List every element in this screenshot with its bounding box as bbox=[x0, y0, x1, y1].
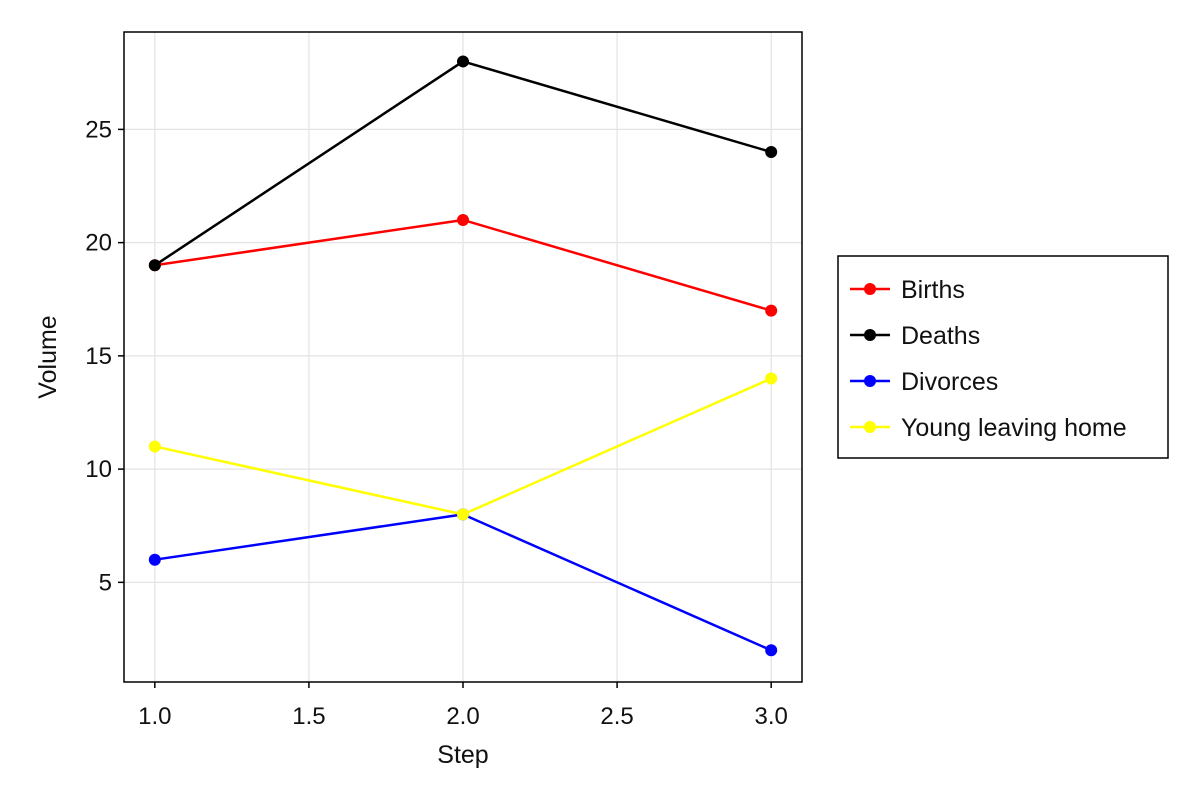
legend-item-divorces: Divorces bbox=[850, 368, 998, 396]
series-young-leaving-home bbox=[148, 372, 778, 521]
legend-swatch-marker bbox=[864, 329, 876, 341]
x-tick-label: 3.0 bbox=[754, 703, 787, 730]
legend-swatch-marker bbox=[864, 421, 876, 433]
legend-box bbox=[837, 255, 1169, 459]
series-lines bbox=[148, 55, 778, 657]
y-tick-label: 25 bbox=[85, 116, 112, 143]
y-tick-label: 15 bbox=[85, 343, 112, 370]
data-point-young-leaving-home bbox=[148, 440, 161, 453]
data-point-births bbox=[765, 304, 778, 317]
legend-item-deaths: Deaths bbox=[850, 322, 980, 350]
data-point-deaths bbox=[148, 259, 161, 272]
data-point-deaths bbox=[457, 55, 469, 68]
y-tick-label: 10 bbox=[85, 456, 112, 483]
x-axis-label: Step bbox=[437, 741, 488, 769]
axis-ticks: 1.0 1.5 2.0 2.5 3.0 5 10 15 20 25 bbox=[85, 116, 788, 730]
data-point-young-leaving-home bbox=[457, 508, 469, 521]
x-tick-label: 1.5 bbox=[292, 703, 325, 730]
legend: Births Deaths Divorces Young leaving home bbox=[837, 255, 1169, 459]
legend-label: Divorces bbox=[901, 368, 998, 396]
legend-item-young-leaving-home: Young leaving home bbox=[850, 414, 1127, 442]
legend-swatch-marker bbox=[864, 375, 876, 387]
x-tick-label: 2.0 bbox=[446, 703, 479, 730]
y-axis-label: Volume bbox=[34, 315, 62, 398]
y-tick-label: 20 bbox=[85, 230, 112, 257]
data-point-divorces bbox=[765, 644, 778, 657]
data-point-divorces bbox=[148, 553, 161, 566]
legend-label: Births bbox=[901, 276, 965, 304]
series-deaths bbox=[148, 55, 778, 272]
legend-label: Young leaving home bbox=[901, 414, 1127, 442]
y-tick-label: 5 bbox=[99, 569, 112, 596]
legend-label: Deaths bbox=[901, 322, 980, 350]
grid bbox=[124, 32, 802, 682]
x-tick-label: 1.0 bbox=[138, 703, 171, 730]
x-tick-label: 2.5 bbox=[600, 703, 633, 730]
data-point-births bbox=[457, 213, 469, 226]
data-point-young-leaving-home bbox=[765, 372, 778, 385]
legend-swatch-marker bbox=[864, 283, 876, 295]
data-point-deaths bbox=[765, 146, 778, 159]
legend-item-births: Births bbox=[850, 276, 965, 304]
